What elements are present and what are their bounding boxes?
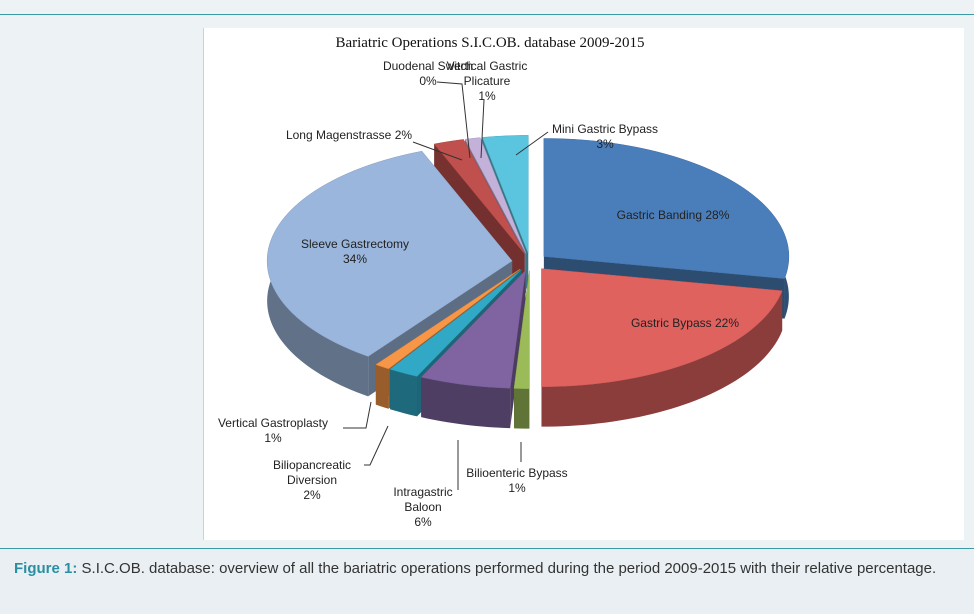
slice-name: Intragastric Baloon — [393, 485, 453, 514]
slice-percent: 2% — [303, 488, 321, 502]
slice-label: Bilioenteric Bypass 1% — [447, 466, 587, 496]
slice-percent: 1% — [478, 89, 496, 103]
slice-label: Gastric Banding 28% — [573, 208, 773, 223]
slice-name: Biliopancreatic Diversion — [272, 458, 352, 487]
slice-name: Sleeve Gastrectomy — [300, 237, 410, 251]
slice-side — [390, 369, 418, 417]
slice-top — [482, 135, 529, 254]
slice-top — [375, 268, 521, 370]
leader-line — [412, 141, 463, 161]
slice-top — [513, 270, 530, 389]
chart — [266, 81, 790, 490]
slice-percent: 34% — [342, 252, 368, 266]
slice-label: Sleeve Gastrectomy 34% — [275, 237, 435, 267]
slice-percent: 3% — [596, 137, 614, 151]
leader-line — [364, 425, 389, 466]
slice-side — [541, 290, 783, 427]
slice-name: Vertical Gastroplasty — [217, 416, 329, 430]
slice-name: Gastric Bypass — [630, 316, 712, 330]
slice-side — [375, 364, 389, 409]
chart-title: Bariatric Operations S.I.C.OB. database … — [335, 35, 645, 51]
slice — [541, 268, 783, 427]
slice-label: Intragastric Baloon 6% — [383, 485, 463, 530]
slice — [513, 270, 530, 429]
slice-top — [543, 138, 790, 279]
slice-wall — [390, 269, 522, 410]
slice-percent: 0% — [419, 74, 437, 88]
slice-side — [421, 377, 511, 429]
slice-name: Mini Gastric Bypass — [551, 122, 659, 136]
caption-text: Figure 1: S.I.C.OB. database: overview o… — [14, 559, 964, 578]
slice-label: Long Magenstrasse 2% — [280, 128, 418, 143]
slice-top — [420, 269, 526, 389]
caption-body: S.I.C.OB. database: overview of all the … — [81, 560, 937, 577]
slice-percent: 1% — [508, 481, 526, 495]
slice-label: Vertical Gastric Plicature 1% — [432, 59, 542, 104]
slice-name: Gastric Banding — [616, 208, 702, 222]
caption-label: Figure 1: — [14, 560, 78, 577]
slice-side — [514, 388, 530, 429]
leader-line — [480, 99, 485, 159]
slice-top — [541, 268, 783, 387]
slice-label: Mini Gastric Bypass 3% — [535, 122, 675, 152]
slice-label: Biliopancreatic Diversion 2% — [262, 458, 362, 503]
slice-percent: 2% — [394, 128, 413, 142]
slice — [420, 269, 526, 429]
slice-top — [266, 150, 513, 357]
leader-line — [436, 81, 471, 159]
slice-name: Duodenal Switch — [382, 59, 474, 73]
slice-top — [433, 139, 525, 254]
slice-percent: 28% — [705, 208, 730, 222]
top-rule — [0, 14, 974, 15]
slice-name: Bilioenteric Bypass — [466, 466, 568, 480]
slice-name: Long Magenstrasse — [285, 128, 392, 142]
slice-top — [464, 137, 527, 254]
caption: Figure 1: S.I.C.OB. database: overview o… — [0, 548, 974, 614]
slice-label: Vertical Gastroplasty 1% — [203, 416, 343, 446]
slice-label: Duodenal Switch 0% — [378, 59, 478, 89]
leader-line — [515, 131, 549, 156]
slice-name: Vertical Gastric Plicature — [446, 59, 528, 88]
slice-percent: 22% — [715, 316, 740, 330]
slice-percent: 6% — [414, 515, 432, 529]
slice-label: Gastric Bypass 22% — [585, 316, 785, 331]
slice-percent: 1% — [264, 431, 282, 445]
slice-top — [389, 269, 522, 377]
leader-line — [343, 401, 372, 429]
